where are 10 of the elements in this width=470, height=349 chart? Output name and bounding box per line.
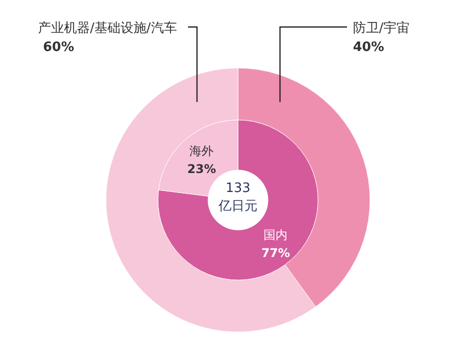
text: 133 [226, 181, 250, 196]
slice-label: 产业机器/基础设施/汽车 [38, 21, 177, 36]
data-label: 77% [261, 246, 290, 260]
slice-label: 海外 [190, 144, 214, 158]
data-label: 40% [353, 40, 384, 55]
slice-label: 国内 [264, 228, 288, 242]
slice-label: 防卫/宇宙 [353, 20, 410, 36]
text: 亿日元 [218, 199, 258, 214]
data-label: 60% [43, 40, 74, 55]
data-label: 23% [187, 162, 216, 176]
